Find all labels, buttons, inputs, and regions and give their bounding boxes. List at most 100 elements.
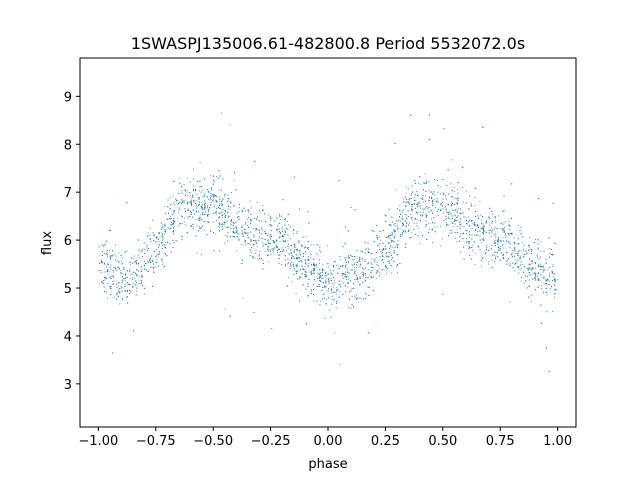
data-point: [345, 264, 347, 266]
data-point: [347, 268, 349, 270]
data-point: [425, 216, 427, 218]
data-point: [509, 247, 511, 249]
data-point: [462, 201, 464, 203]
data-point: [233, 205, 235, 207]
data-point: [523, 245, 525, 247]
data-point: [355, 267, 357, 268]
data-point: [235, 231, 237, 233]
data-point: [327, 245, 329, 247]
data-point: [322, 277, 324, 279]
data-point: [258, 229, 260, 231]
data-point: [391, 257, 393, 259]
data-point: [198, 204, 200, 205]
data-point: [386, 237, 387, 238]
data-point: [483, 225, 485, 227]
data-point: [396, 254, 398, 256]
data-point: [170, 227, 172, 229]
data-point: [478, 227, 480, 228]
data-point: [291, 258, 292, 259]
data-point: [282, 226, 283, 228]
data-point: [502, 227, 504, 229]
data-point: [187, 209, 188, 211]
data-point: [511, 232, 513, 234]
data-point: [516, 261, 518, 263]
data-point: [250, 241, 252, 242]
data-point: [375, 278, 377, 279]
data-point: [483, 233, 484, 235]
data-point: [446, 212, 448, 213]
data-point: [456, 198, 458, 200]
data-point: [492, 213, 493, 215]
data-point: [293, 257, 295, 259]
data-point: [333, 277, 334, 278]
data-point: [270, 238, 271, 240]
data-point: [196, 207, 197, 209]
data-point: [172, 195, 174, 197]
data-point: [117, 282, 119, 284]
data-point: [351, 259, 353, 261]
data-point: [381, 255, 383, 257]
data-point: [182, 201, 184, 202]
data-point: [234, 236, 235, 237]
data-point: [219, 207, 221, 209]
data-point: [474, 235, 475, 236]
data-point: [465, 241, 467, 243]
data-point: [495, 233, 497, 235]
data-point: [451, 204, 452, 206]
data-point: [518, 267, 520, 268]
data-point: [248, 226, 249, 228]
data-point: [506, 260, 508, 262]
data-point: [121, 273, 123, 275]
data-point: [113, 267, 115, 269]
data-point: [190, 202, 192, 204]
data-point: [149, 237, 151, 239]
data-point: [543, 276, 545, 277]
data-point: [244, 231, 246, 233]
data-point: [503, 230, 505, 232]
data-point: [218, 177, 220, 179]
data-point: [281, 228, 283, 230]
data-point: [471, 258, 473, 260]
data-point: [330, 289, 332, 291]
data-point: [502, 240, 504, 242]
data-point: [394, 230, 396, 232]
data-point: [233, 228, 235, 229]
data-point: [213, 204, 215, 206]
data-point: [447, 204, 449, 206]
data-point: [437, 201, 439, 203]
data-point: [292, 232, 294, 234]
data-point: [327, 263, 329, 265]
data-point: [410, 232, 412, 234]
data-point: [207, 207, 209, 209]
data-point: [525, 275, 526, 277]
data-point: [502, 257, 504, 259]
data-point: [495, 258, 496, 260]
data-point: [230, 206, 232, 208]
data-point: [537, 286, 539, 288]
data-point: [141, 269, 143, 270]
data-point: [489, 207, 491, 209]
data-point: [482, 239, 484, 240]
data-point: [320, 275, 322, 277]
data-point: [98, 246, 100, 248]
data-point: [491, 232, 493, 233]
data-point: [327, 274, 329, 275]
data-point: [173, 211, 175, 213]
data-point: [161, 229, 163, 230]
data-point: [195, 203, 196, 204]
data-point: [523, 271, 525, 273]
data-point: [310, 244, 312, 246]
data-point: [509, 225, 511, 227]
data-point: [175, 240, 177, 242]
data-point: [388, 252, 390, 253]
data-point: [548, 284, 550, 286]
data-point: [534, 238, 536, 240]
data-point: [179, 202, 181, 204]
data-point: [133, 283, 135, 284]
data-point: [225, 235, 227, 237]
data-point: [172, 239, 174, 241]
data-point: [353, 273, 355, 275]
data-point: [397, 219, 399, 221]
data-point: [408, 229, 410, 231]
data-point: [543, 277, 545, 279]
